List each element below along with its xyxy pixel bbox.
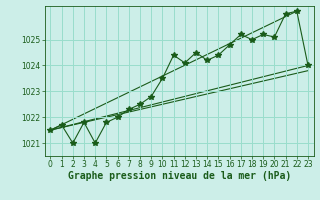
X-axis label: Graphe pression niveau de la mer (hPa): Graphe pression niveau de la mer (hPa) [68, 171, 291, 181]
